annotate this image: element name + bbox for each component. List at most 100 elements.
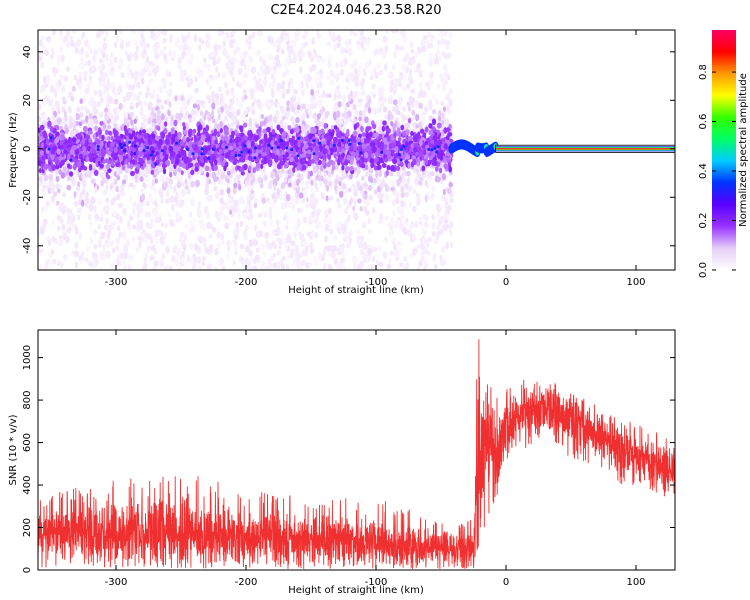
heatmap-cell [170,254,176,262]
heatmap-cell [382,52,387,60]
heatmap-cell [408,68,413,76]
heatmap-cell [129,182,134,188]
heatmap-cell [333,105,339,112]
heatmap-cell [228,104,232,110]
heatmap-cell [318,99,323,106]
heatmap-cell [432,109,437,115]
heatmap-cell [367,107,372,114]
heatmap-cell [202,57,207,64]
heatmap-cell [85,190,89,199]
heatmap-cell [364,171,368,178]
heatmap-cell [94,259,99,266]
heatmap-cell [109,240,115,247]
heatmap-cell [382,35,388,43]
heatmap-cell [50,186,55,194]
heatmap-cell [168,33,174,42]
heatmap-cell [281,107,285,115]
heatmap-cell [163,53,168,61]
heatmap-cell [303,41,309,47]
heatmap-cell [411,57,416,65]
heatmap-cell [384,45,389,53]
heatmap-cell [438,167,443,174]
heatmap-cell [301,103,307,110]
heatmap-cell [198,218,203,225]
heatmap-cell [372,246,378,253]
heatmap-cell [81,256,86,262]
heatmap-cell [339,118,344,125]
heatmap-cell [344,85,350,91]
heatmap-cell [340,46,345,55]
heatmap-cell [195,179,200,187]
heatmap-cell [406,170,411,177]
heatmap-cell [150,245,156,251]
heatmap-cell [388,229,394,238]
heatmap-cell [440,259,445,267]
heatmap-cell [100,209,104,217]
heatmap-cell [105,184,109,192]
heatmap-cell [379,183,383,189]
heatmap-cell [121,258,126,267]
heatmap-cell [280,32,284,41]
heatmap-cell [168,101,172,108]
heatmap-cell [370,263,374,270]
heatmap-cell [118,202,123,209]
heatmap-cell [426,250,432,256]
heatmap-cell [118,232,123,238]
heatmap-cell [232,259,236,266]
heatmap-cell [73,249,80,258]
heatmap-cell [442,64,448,70]
heatmap-cell [438,55,443,62]
heatmap-cell [443,212,449,220]
heatmap-cell [220,97,224,105]
heatmap-cell [40,34,46,41]
heatmap-cell [377,191,383,200]
heatmap-cell [303,190,307,197]
heatmap-cell [315,77,320,83]
heatmap-cell [104,114,110,121]
heatmap-cell [423,264,427,270]
heatmap-cell [248,239,253,248]
heatmap-cell [223,215,228,222]
heatmap-cell [446,52,452,59]
heatmap-cell [315,69,319,78]
heatmap-cell [304,108,308,116]
heatmap-cell [106,78,111,86]
heatmap-cell [217,113,221,121]
heatmap-cell [377,106,383,113]
heatmap-cell [71,250,75,256]
heatmap-cell [106,232,111,240]
heatmap-cell [112,108,118,114]
heatmap-cell [355,172,359,179]
heatmap-cell [387,221,391,228]
heatmap-cell [133,75,139,82]
heatmap-cell [220,173,226,180]
heatmap-cell [353,199,357,207]
heatmap-cell [100,179,104,187]
heatmap-cell [426,103,430,109]
heatmap-cell [402,64,407,70]
heatmap-cell [168,178,174,185]
heatmap-cell [162,266,168,270]
heatmap-cell [38,231,41,239]
heatmap-cell [54,90,58,99]
heatmap-cell [229,122,235,127]
heatmap-cell [212,74,218,81]
heatmap-cell [369,69,375,76]
heatmap-cell [131,84,135,91]
heatmap-cell [219,188,224,196]
heatmap-cell [401,177,406,184]
heatmap-cell [385,30,390,35]
heatmap-cell [94,185,98,193]
heatmap-cell [410,88,416,95]
heatmap-cell [136,81,141,90]
heatmap-cell [206,194,212,203]
heatmap-cell [365,39,371,47]
heatmap-cell [204,246,209,254]
heatmap-cell [344,219,349,226]
heatmap-cell [73,241,79,250]
heatmap-cell [85,257,89,263]
heatmap-cell [276,46,281,54]
heatmap-cell [143,262,148,270]
heatmap-cell [194,244,200,251]
heatmap-cell [93,117,98,123]
